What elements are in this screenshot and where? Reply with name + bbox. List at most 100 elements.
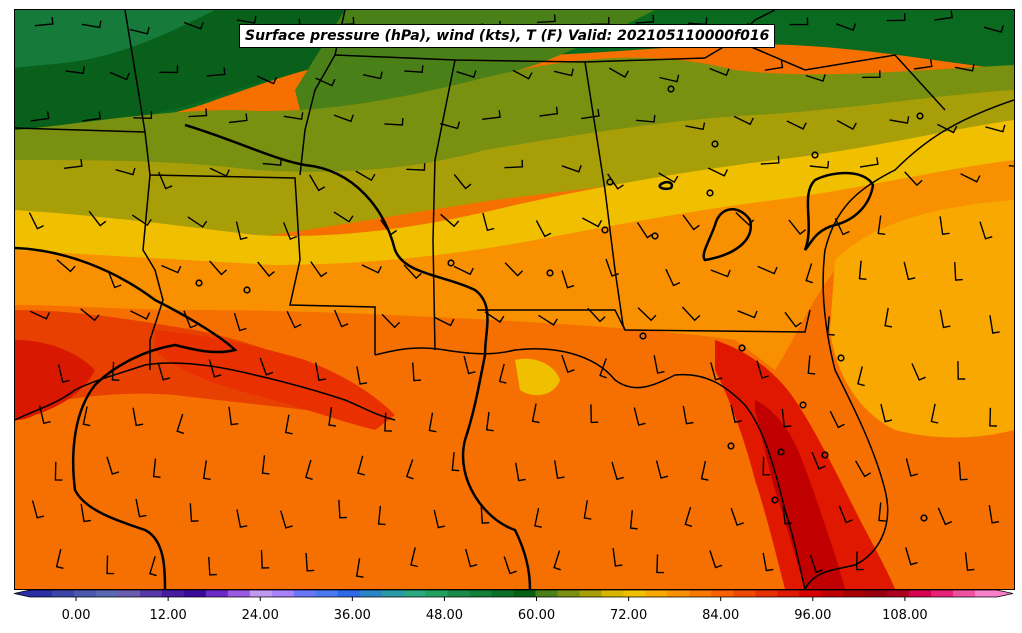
colorbar-cell: [51, 590, 75, 597]
wind-barb: [333, 309, 349, 328]
wind-barb: [682, 214, 700, 231]
colorbar-tick-label: 0.00: [62, 608, 91, 623]
colorbar-cell: [601, 590, 624, 597]
colorbar-cell: [821, 590, 844, 597]
wind-barb: [636, 114, 656, 123]
wind-barb: [590, 404, 599, 424]
wind-barb: [260, 550, 270, 569]
wind-barb: [109, 71, 130, 81]
wind-barb: [878, 502, 886, 522]
wind-barb: [756, 360, 770, 379]
wind-barb: [377, 505, 386, 526]
wind-barb: [636, 222, 654, 239]
wind-barb: [587, 307, 606, 323]
wind-barb: [884, 307, 893, 328]
wind-barb: [355, 170, 376, 182]
wind-barb: [480, 505, 490, 524]
wind-barb: [537, 14, 556, 24]
wind-barb: [310, 261, 328, 278]
wind-barb: [80, 503, 92, 523]
wind-barb: [259, 357, 274, 376]
colorbar-cell: [469, 590, 493, 597]
wind-barb: [404, 65, 424, 73]
wind-barb: [608, 67, 630, 78]
wind-barb: [561, 164, 582, 173]
wind-barb: [228, 406, 239, 426]
wind-barb: [183, 21, 204, 30]
wind-barb: [111, 361, 120, 381]
wind-barb: [257, 261, 275, 277]
wind-barb: [809, 554, 824, 574]
wind-barb: [905, 547, 918, 566]
wind-barb: [106, 555, 115, 575]
wind-barb: [985, 124, 1006, 133]
wind-barb: [503, 556, 517, 575]
wind-barb: [659, 74, 680, 83]
wind-barb: [733, 115, 754, 126]
colorbar-tick-label: 24.00: [242, 608, 279, 623]
wind-barb: [710, 362, 723, 381]
wind-barb: [811, 451, 826, 470]
wind-barb: [709, 550, 723, 569]
wind-barb: [784, 311, 802, 328]
wind-barb: [583, 500, 592, 520]
wind-barb: [381, 313, 401, 329]
wind-barb: [655, 460, 669, 479]
colorbar-cell: [689, 590, 712, 597]
wind-barb: [835, 23, 857, 32]
wind-barb: [635, 14, 655, 24]
wind-barb: [209, 260, 228, 276]
wind-barb: [805, 74, 826, 82]
colorbar-cell: [755, 590, 778, 597]
colorbar-cell: [535, 590, 559, 597]
wind-barb: [757, 265, 778, 275]
wind-barb: [954, 262, 963, 281]
wind-barb: [764, 60, 784, 71]
wind-barb: [782, 505, 793, 525]
colorbar-tick-label: 48.00: [426, 608, 463, 623]
wind-barb: [130, 310, 151, 320]
wind-barb: [286, 310, 302, 329]
colorbar-cell: [73, 590, 97, 597]
wind-barb: [633, 407, 646, 426]
wind-barb: [333, 114, 354, 123]
wind-barb: [964, 552, 975, 571]
colorbar-cell: [579, 590, 603, 597]
colorbar-cell: [161, 590, 185, 597]
wind-barb: [482, 110, 501, 120]
wind-barb: [328, 407, 337, 427]
colorbar-cell: [359, 590, 383, 597]
wind-barb: [284, 414, 293, 435]
wind-barb: [187, 216, 208, 228]
colorbar-cell: [447, 590, 471, 597]
colorbar-cells: [13, 589, 1014, 598]
wind-barb: [834, 217, 850, 236]
wind-barb: [905, 458, 918, 477]
wind-barb: [581, 217, 603, 228]
wind-barb: [512, 69, 533, 80]
wind-barb: [135, 498, 147, 518]
colorbar-cell: [139, 590, 163, 597]
wind-barb: [283, 112, 304, 121]
wind-barb: [534, 508, 542, 528]
wind-barb: [658, 172, 679, 184]
colorbar-tick-label: 72.00: [610, 608, 647, 623]
wind-barb: [656, 554, 664, 574]
wind-barb: [553, 68, 574, 77]
wind-barb: [737, 310, 758, 319]
colorbar-cell: [315, 590, 339, 597]
wind-barb: [859, 157, 879, 168]
wind-barb: [54, 461, 63, 481]
wind-barb: [498, 363, 507, 384]
colorbar-tick-label: 36.00: [334, 608, 371, 623]
wind-barb: [183, 310, 198, 329]
wind-barb: [561, 354, 575, 373]
temperature-field: [15, 10, 1014, 589]
wind-barb: [629, 510, 638, 530]
wind-barb: [29, 310, 50, 320]
colorbar-cell: [645, 590, 668, 597]
colorbar-tick-label: 12.00: [150, 608, 187, 623]
wind-barb: [106, 456, 120, 475]
colorbar-cell: [491, 590, 515, 597]
colorbar-cell: [733, 590, 756, 597]
